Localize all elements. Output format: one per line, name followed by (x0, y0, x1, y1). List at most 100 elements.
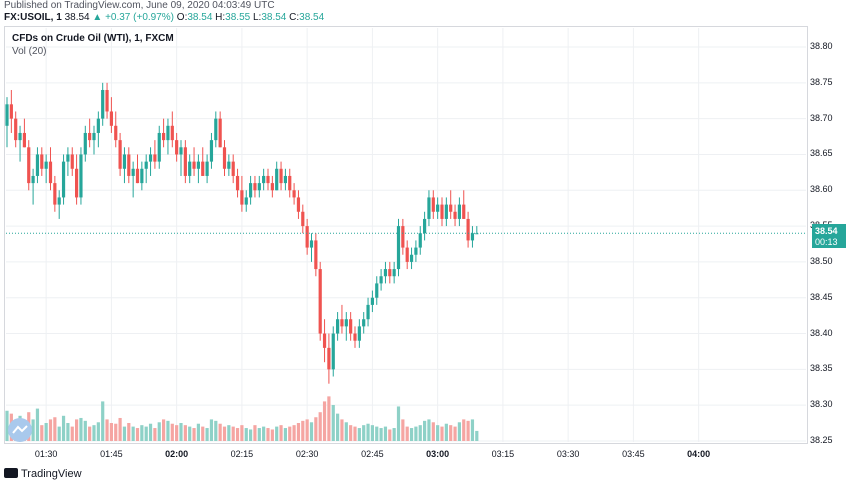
volume-bar (257, 428, 261, 441)
open-value: 38.54 (187, 12, 213, 23)
volume-bar (357, 428, 361, 441)
candle-body (35, 154, 40, 176)
volume-bar (266, 428, 270, 441)
candle-body (114, 125, 118, 141)
volume-bar (44, 423, 48, 441)
candle-body (357, 326, 361, 341)
candle-body (57, 197, 61, 205)
volume-bar (375, 426, 379, 441)
candle-body (122, 154, 127, 169)
volume-bar (396, 406, 401, 441)
candle-body (288, 175, 292, 191)
volume-bar (48, 419, 53, 441)
volume-bar (96, 422, 100, 441)
volume-bar (253, 425, 257, 441)
candle-body (96, 118, 100, 133)
candle-body (279, 168, 283, 184)
candle-body (405, 247, 409, 262)
candle-body (305, 226, 309, 248)
footer-logo[interactable]: TradingView (4, 468, 82, 480)
candle-body (83, 132, 87, 155)
candle-body (188, 161, 192, 176)
volume-bar (214, 420, 218, 441)
volume-bar (162, 419, 166, 441)
volume-bar (336, 413, 340, 441)
volume-bar (218, 423, 222, 441)
candle-body (40, 154, 44, 169)
candle-body (396, 226, 401, 270)
candle-body (366, 304, 370, 320)
volume-bar (153, 428, 157, 441)
volume-bar (405, 426, 409, 441)
volume-bar (105, 419, 109, 441)
volume-bar (327, 396, 331, 441)
candle-body (27, 147, 31, 184)
x-tick-label: 03:45 (622, 449, 645, 459)
volume-bar (279, 425, 283, 441)
change-value: ▲ +0.37 (+0.97%) (92, 12, 175, 23)
candle-body (353, 333, 357, 341)
volume-legend: Vol (20) (12, 46, 47, 57)
volume-bar (388, 429, 392, 441)
y-tick-label: 38.65 (810, 148, 833, 159)
x-tick-label: 04:00 (687, 449, 711, 459)
candle-body (218, 118, 222, 148)
y-tick-label: 38.70 (810, 112, 833, 123)
candle-body (148, 154, 153, 162)
candle-body (144, 161, 148, 169)
current-price-tag: 38.54 (812, 224, 846, 238)
candle-body (457, 204, 461, 219)
chart-frame[interactable] (4, 26, 808, 444)
y-tick-label: 38.80 (810, 41, 833, 51)
candle-body (244, 197, 248, 205)
high-label: H: (215, 12, 226, 23)
x-tick-label: 03:30 (556, 449, 580, 459)
candle-body (414, 247, 418, 255)
volume-bar (423, 420, 427, 441)
candle-body (375, 283, 379, 298)
x-tick-label: 01:30 (34, 449, 58, 459)
candle-body (205, 161, 209, 176)
volume-bar (362, 425, 366, 441)
x-tick-label: 01:45 (100, 449, 123, 459)
candle-body (475, 233, 479, 235)
quote-line: FX:USOIL, 1 38.54 ▲ +0.37 (+0.97%) O:38.… (4, 12, 324, 23)
volume-bar (175, 425, 179, 441)
low-value: 38.54 (261, 12, 287, 23)
volume-bar (349, 425, 353, 441)
volume-bar (209, 419, 214, 441)
candle-body (175, 140, 179, 155)
volume-bar (475, 430, 479, 441)
candle-body (135, 168, 140, 184)
volume-bar (140, 425, 144, 441)
published-line: Published on TradingView.com, June 09, 2… (4, 0, 275, 11)
candle-body (118, 140, 122, 169)
y-tick-label: 38.40 (810, 327, 833, 338)
volume-bar (444, 423, 448, 441)
y-tick-label: 38.30 (810, 399, 833, 410)
candle-body (157, 132, 161, 162)
candle-body (440, 204, 444, 219)
candle-body (362, 319, 366, 327)
x-tick-label: 02:30 (295, 449, 319, 459)
volume-bar (135, 428, 140, 441)
candle-body (318, 269, 322, 334)
candle-body (466, 218, 470, 241)
volume-bar (231, 426, 235, 441)
candle-body (309, 240, 314, 248)
open-label: O: (176, 12, 188, 23)
candle-body (44, 161, 48, 169)
volume-bar (40, 425, 44, 441)
candle-body (109, 111, 113, 126)
volume-bar (122, 426, 127, 441)
volume-bar (453, 426, 457, 441)
candle-body (275, 168, 279, 191)
candle-body (48, 161, 53, 184)
volume-bar (83, 420, 87, 441)
volume-bar (183, 425, 187, 441)
volume-bar (370, 425, 374, 441)
candle-body (449, 204, 453, 212)
x-tick-label: 03:00 (426, 449, 450, 459)
volume-bar (379, 428, 383, 441)
